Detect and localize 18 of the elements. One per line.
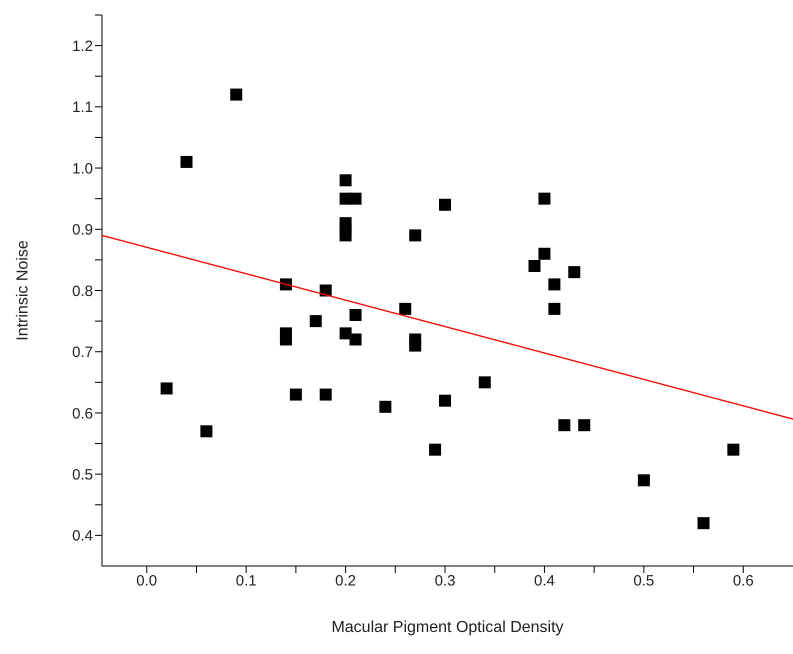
x-tick-label: 0.0 bbox=[136, 572, 158, 590]
y-tick-label: 0.7 bbox=[72, 344, 93, 362]
x-tick-label: 0.6 bbox=[732, 572, 754, 590]
x-tick-label: 0.3 bbox=[434, 572, 456, 590]
x-tick-label: 0.5 bbox=[633, 572, 654, 590]
y-tick-label: 1.2 bbox=[72, 38, 93, 55]
y-tick-label: 0.5 bbox=[72, 466, 93, 484]
x-tick-label: 0.1 bbox=[236, 572, 257, 590]
x-tick-label: 0.2 bbox=[335, 572, 356, 590]
y-tick-label: 0.8 bbox=[72, 282, 93, 300]
y-tick-label: 0.9 bbox=[72, 222, 93, 239]
x-axis-title: Macular Pigment Optical Density bbox=[331, 619, 564, 636]
y-tick-label: 0.4 bbox=[72, 528, 93, 545]
x-tick-label: 0.4 bbox=[534, 572, 555, 590]
y-tick-label: 1.1 bbox=[72, 99, 93, 116]
y-tick-label: 0.6 bbox=[72, 405, 93, 422]
y-axis-title: Intrinsic Noise bbox=[14, 240, 32, 341]
y-tick-label: 1.0 bbox=[72, 160, 93, 178]
